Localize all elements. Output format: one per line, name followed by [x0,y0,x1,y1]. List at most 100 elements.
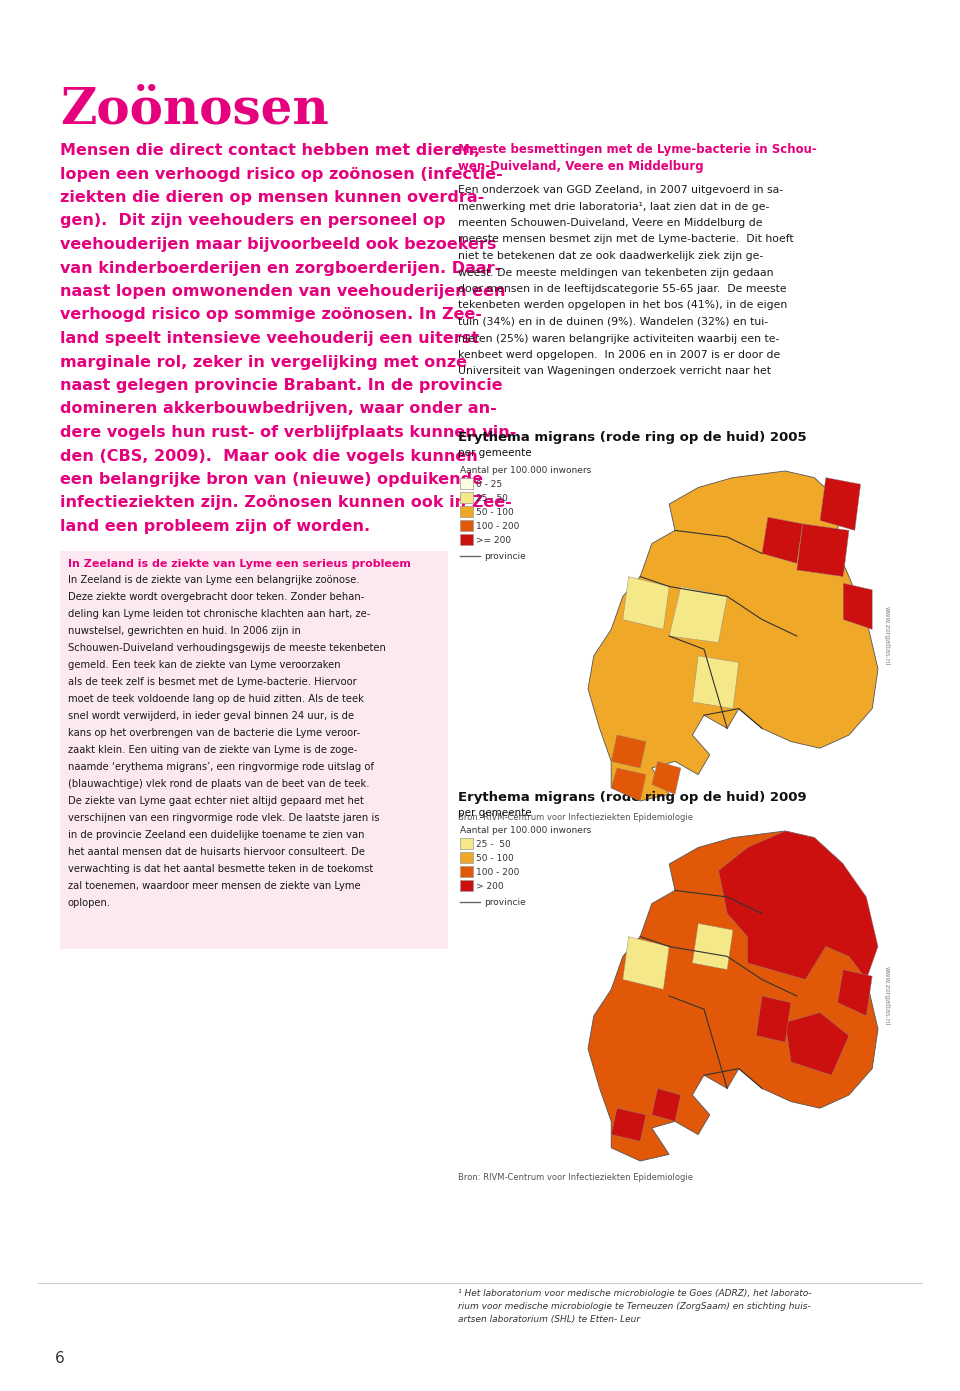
Text: nuwstelsel, gewrichten en huid. In 2006 zijn in: nuwstelsel, gewrichten en huid. In 2006 … [68,626,300,636]
Bar [460,837,473,849]
Text: land speelt intensieve veehouderij een uiterst: land speelt intensieve veehouderij een u… [60,331,479,346]
Polygon shape [612,734,646,768]
Text: niet te betekenen dat ze ook daadwerkelijk ziek zijn ge-: niet te betekenen dat ze ook daadwerkeli… [458,250,763,262]
Bar [460,867,473,876]
Text: gen).  Dit zijn veehouders en personeel op: gen). Dit zijn veehouders en personeel o… [60,213,445,228]
Text: provincie: provincie [484,552,526,561]
Text: In Zeeland is de ziekte van Lyme een serieus probleem: In Zeeland is de ziekte van Lyme een ser… [68,559,411,569]
Text: verwachting is dat het aantal besmette teken in de toekomst: verwachting is dat het aantal besmette t… [68,864,373,874]
Text: tuin (34%) en in de duinen (9%). Wandelen (32%) en tui-: tuin (34%) en in de duinen (9%). Wandele… [458,317,768,327]
Bar [460,506,473,517]
Text: Universiteit van Wageningen onderzoek verricht naar het: Universiteit van Wageningen onderzoek ve… [458,366,771,377]
Text: Bron: RIVM-Centrum voor Infectieziekten Epidemiologie: Bron: RIVM-Centrum voor Infectieziekten … [458,812,693,822]
Text: zal toenemen, waardoor meer mensen de ziekte van Lyme: zal toenemen, waardoor meer mensen de zi… [68,881,361,892]
Text: Deze ziekte wordt overgebracht door teken. Zonder behan-: Deze ziekte wordt overgebracht door teke… [68,593,365,602]
FancyBboxPatch shape [60,551,448,949]
Text: Bron: RIVM-Centrum voor Infectieziekten Epidemiologie: Bron: RIVM-Centrum voor Infectieziekten … [458,1173,693,1182]
Bar [460,853,473,862]
Text: 0 - 25: 0 - 25 [476,480,502,490]
Text: gemeld. Een teek kan de ziekte van Lyme veroorzaken: gemeld. Een teek kan de ziekte van Lyme … [68,659,341,670]
Text: tekenbeten werden opgelopen in het bos (41%), in de eigen: tekenbeten werden opgelopen in het bos (… [458,300,787,310]
Text: het aantal mensen dat de huisarts hiervoor consulteert. De: het aantal mensen dat de huisarts hiervo… [68,847,365,857]
Text: den (CBS, 2009).  Maar ook die vogels kunnen: den (CBS, 2009). Maar ook die vogels kun… [60,448,478,463]
Polygon shape [612,1109,646,1141]
Text: door mensen in de leeftijdscategorie 55-65 jaar.  De meeste: door mensen in de leeftijdscategorie 55-… [458,284,786,294]
Text: kans op het overbrengen van de bacterie die Lyme veroor-: kans op het overbrengen van de bacterie … [68,727,360,739]
Polygon shape [756,996,791,1042]
Polygon shape [692,924,733,970]
Text: weest. De meeste meldingen van tekenbeten zijn gedaan: weest. De meeste meldingen van tekenbete… [458,267,774,277]
Polygon shape [837,970,873,1015]
Text: oplopen.: oplopen. [68,899,111,908]
Text: nieren (25%) waren belangrijke activiteiten waarbij een te-: nieren (25%) waren belangrijke activitei… [458,334,780,344]
Text: Zoönosen: Zoönosen [60,86,328,135]
Text: Erythema migrans (rode ring op de huid) 2005: Erythema migrans (rode ring op de huid) … [458,431,806,444]
Polygon shape [652,761,681,794]
Text: Schouwen-Duiveland verhoudingsgewijs de meeste tekenbeten: Schouwen-Duiveland verhoudingsgewijs de … [68,643,386,652]
Text: ¹ Het laboratorium voor medische microbiologie te Goes (ADRZ), het laborato-: ¹ Het laboratorium voor medische microbi… [458,1289,811,1298]
Text: In Zeeland is de ziekte van Lyme een belangrijke zoönose.: In Zeeland is de ziekte van Lyme een bel… [68,574,360,586]
Text: per gemeente: per gemeente [458,808,532,818]
Text: een belangrijke bron van (nieuwe) opduikende: een belangrijke bron van (nieuwe) opduik… [60,472,483,487]
Polygon shape [588,830,878,1161]
Polygon shape [820,477,860,530]
Text: snel wordt verwijderd, in ieder geval binnen 24 uur, is de: snel wordt verwijderd, in ieder geval bi… [68,711,354,721]
Polygon shape [588,472,878,801]
Polygon shape [797,524,849,577]
Polygon shape [652,1088,681,1121]
Polygon shape [623,936,669,989]
Text: verschijnen van een ringvormige rode vlek. De laatste jaren is: verschijnen van een ringvormige rode vle… [68,812,379,823]
Text: naamde ‘erythema migrans’, een ringvormige rode uitslag of: naamde ‘erythema migrans’, een ringvormi… [68,762,374,772]
Polygon shape [762,517,803,563]
Text: Een onderzoek van GGD Zeeland, in 2007 uitgevoerd in sa-: Een onderzoek van GGD Zeeland, in 2007 u… [458,185,783,195]
Text: veehouderijen maar bijvoorbeeld ook bezoekers: veehouderijen maar bijvoorbeeld ook bezo… [60,236,496,252]
Text: > 200: > 200 [476,882,504,892]
Text: 100 - 200: 100 - 200 [476,522,519,531]
Text: in de provincie Zeeland een duidelijke toename te zien van: in de provincie Zeeland een duidelijke t… [68,830,365,840]
Text: verhoogd risico op sommige zoönosen. In Zee-: verhoogd risico op sommige zoönosen. In … [60,307,482,323]
Polygon shape [785,1013,849,1075]
Text: menwerking met drie laboratoria¹, laat zien dat in de ge-: menwerking met drie laboratoria¹, laat z… [458,202,769,211]
Text: land een probleem zijn of worden.: land een probleem zijn of worden. [60,519,371,534]
Text: www.zorgatlas.nl: www.zorgatlas.nl [884,606,890,666]
Text: 25 -  50: 25 - 50 [476,840,511,849]
Polygon shape [843,583,873,629]
Text: De ziekte van Lyme gaat echter niet altijd gepaard met het: De ziekte van Lyme gaat echter niet alti… [68,796,364,805]
Text: zaakt klein. Een uiting van de ziekte van Lyme is de zoge-: zaakt klein. Een uiting van de ziekte va… [68,746,357,755]
Polygon shape [718,830,878,979]
Text: naast lopen omwonenden van veehouderijen een: naast lopen omwonenden van veehouderijen… [60,284,506,299]
Text: deling kan Lyme leiden tot chronische klachten aan hart, ze-: deling kan Lyme leiden tot chronische kl… [68,609,371,619]
Text: 6: 6 [55,1351,64,1366]
Bar [460,881,473,892]
Text: Erythema migrans (rode ring op de huid) 2009: Erythema migrans (rode ring op de huid) … [458,791,806,804]
Text: provincie: provincie [484,899,526,907]
Polygon shape [623,577,669,629]
Text: 100 - 200: 100 - 200 [476,868,519,876]
Text: moet de teek voldoende lang op de huid zitten. Als de teek: moet de teek voldoende lang op de huid z… [68,694,364,704]
Text: artsen laboratorium (SHL) te Etten- Leur: artsen laboratorium (SHL) te Etten- Leur [458,1314,640,1324]
Text: >= 200: >= 200 [476,536,511,545]
Bar [460,492,473,504]
Text: Aantal per 100.000 inwoners: Aantal per 100.000 inwoners [460,466,591,474]
Text: lopen een verhoogd risico op zoönosen (infectie-: lopen een verhoogd risico op zoönosen (i… [60,167,503,181]
Text: van kinderboerderijen en zorgboerderijen. Daar-: van kinderboerderijen en zorgboerderijen… [60,260,501,275]
Text: meenten Schouwen-Duiveland, Veere en Middelburg de: meenten Schouwen-Duiveland, Veere en Mid… [458,218,762,228]
Text: marginale rol, zeker in vergelijking met onze: marginale rol, zeker in vergelijking met… [60,355,467,370]
Text: Aantal per 100.000 inwoners: Aantal per 100.000 inwoners [460,826,591,835]
Text: www.zorgatlas.nl: www.zorgatlas.nl [884,967,890,1025]
Bar [460,520,473,531]
Text: ziekten die dieren op mensen kunnen overdra-: ziekten die dieren op mensen kunnen over… [60,191,484,204]
Text: infectieziekten zijn. Zoönosen kunnen ook in Zee-: infectieziekten zijn. Zoönosen kunnen oo… [60,495,512,510]
Text: meeste mensen besmet zijn met de Lyme-bacterie.  Dit hoeft: meeste mensen besmet zijn met de Lyme-ba… [458,235,794,245]
Text: rium voor medische microbiologie te Terneuzen (ZorgSaam) en stichting huis-: rium voor medische microbiologie te Tern… [458,1302,811,1310]
Polygon shape [692,655,739,708]
Text: 25 - 50: 25 - 50 [476,494,508,504]
Text: 50 - 100: 50 - 100 [476,508,514,517]
Text: dere vogels hun rust- of verblijfplaats kunnen vin-: dere vogels hun rust- of verblijfplaats … [60,426,516,440]
Text: Meeste besmettingen met de Lyme-bacterie in Schou-
wen-Duiveland, Veere en Midde: Meeste besmettingen met de Lyme-bacterie… [458,143,817,172]
Bar [460,534,473,545]
Polygon shape [612,768,646,801]
Text: naast gelegen provincie Brabant. In de provincie: naast gelegen provincie Brabant. In de p… [60,378,503,394]
Text: per gemeente: per gemeente [458,448,532,458]
Text: kenbeet werd opgelopen.  In 2006 en in 2007 is er door de: kenbeet werd opgelopen. In 2006 en in 20… [458,351,780,360]
